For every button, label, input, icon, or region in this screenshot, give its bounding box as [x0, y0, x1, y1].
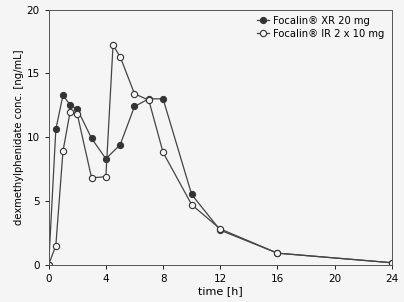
- Focalin® IR 2 x 10 mg: [189, 203, 194, 207]
- Focalin® IR 2 x 10 mg: [161, 151, 166, 154]
- Focalin® IR 2 x 10 mg: [53, 244, 58, 247]
- Focalin® XR 20 mg: [189, 193, 194, 196]
- Focalin® XR 20 mg: [275, 251, 280, 255]
- Focalin® XR 20 mg: [161, 97, 166, 101]
- Focalin® XR 20 mg: [132, 105, 137, 108]
- Y-axis label: dexmethylphenidate conc. [ng/mL]: dexmethylphenidate conc. [ng/mL]: [14, 49, 24, 225]
- Focalin® IR 2 x 10 mg: [61, 149, 65, 153]
- Focalin® IR 2 x 10 mg: [68, 110, 73, 113]
- Focalin® IR 2 x 10 mg: [218, 227, 223, 231]
- Focalin® XR 20 mg: [75, 107, 80, 111]
- Focalin® IR 2 x 10 mg: [75, 112, 80, 116]
- Focalin® IR 2 x 10 mg: [146, 98, 151, 102]
- Focalin® IR 2 x 10 mg: [103, 175, 108, 178]
- Focalin® IR 2 x 10 mg: [132, 92, 137, 95]
- Focalin® IR 2 x 10 mg: [389, 261, 394, 265]
- Focalin® IR 2 x 10 mg: [118, 55, 122, 59]
- Focalin® XR 20 mg: [389, 261, 394, 265]
- Focalin® IR 2 x 10 mg: [111, 43, 116, 47]
- Legend: Focalin® XR 20 mg, Focalin® IR 2 x 10 mg: Focalin® XR 20 mg, Focalin® IR 2 x 10 mg: [253, 12, 388, 43]
- Focalin® XR 20 mg: [68, 103, 73, 107]
- Focalin® IR 2 x 10 mg: [46, 263, 51, 266]
- Focalin® XR 20 mg: [118, 143, 122, 146]
- Focalin® XR 20 mg: [53, 128, 58, 131]
- Focalin® XR 20 mg: [218, 228, 223, 232]
- X-axis label: time [h]: time [h]: [198, 286, 243, 297]
- Focalin® XR 20 mg: [146, 97, 151, 101]
- Focalin® IR 2 x 10 mg: [275, 251, 280, 255]
- Focalin® XR 20 mg: [46, 263, 51, 266]
- Line: Focalin® XR 20 mg: Focalin® XR 20 mg: [46, 92, 395, 268]
- Line: Focalin® IR 2 x 10 mg: Focalin® IR 2 x 10 mg: [46, 42, 395, 268]
- Focalin® XR 20 mg: [61, 93, 65, 97]
- Focalin® XR 20 mg: [103, 157, 108, 161]
- Focalin® IR 2 x 10 mg: [89, 176, 94, 180]
- Focalin® XR 20 mg: [89, 137, 94, 140]
